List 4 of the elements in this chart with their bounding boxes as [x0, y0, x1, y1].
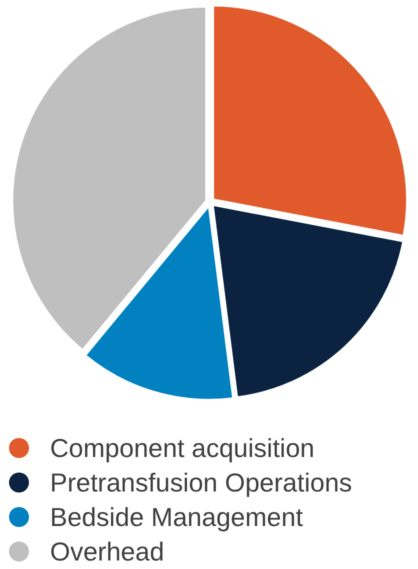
- legend-label: Component acquisition: [50, 433, 314, 463]
- legend-label: Bedside Management: [50, 502, 304, 532]
- legend-label: Overhead: [50, 536, 164, 566]
- legend-label: Pretransfusion Operations: [50, 468, 352, 498]
